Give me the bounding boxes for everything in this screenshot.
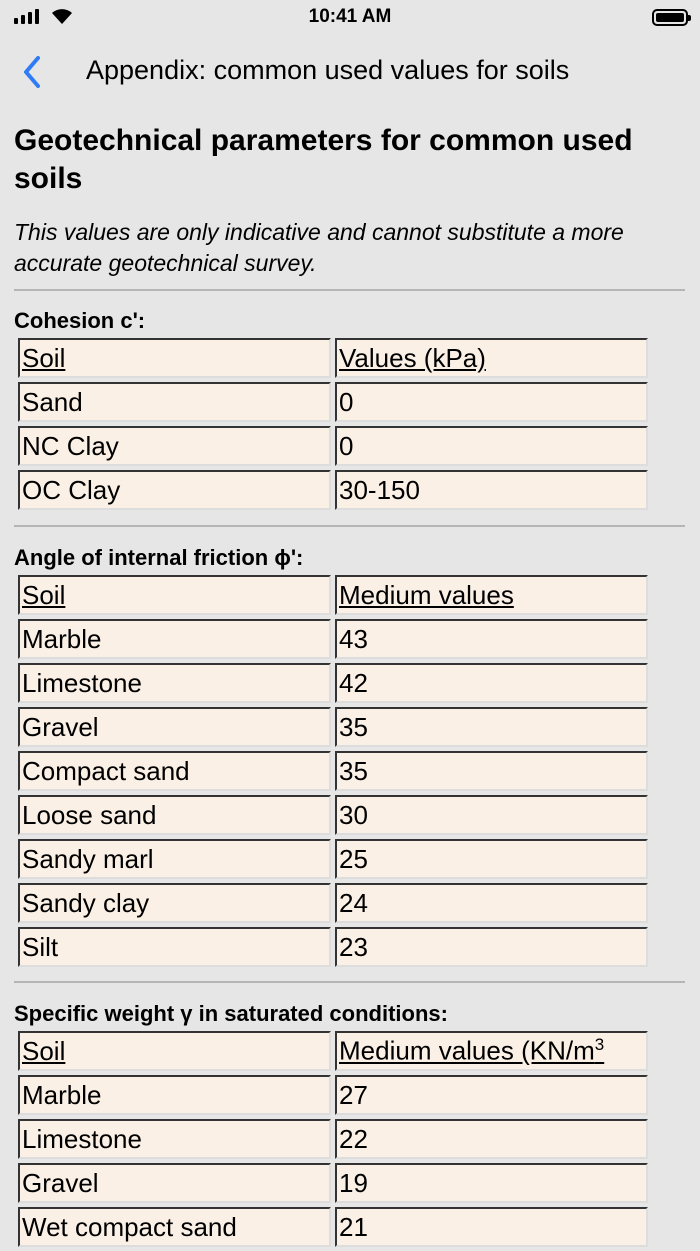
column-header: Values (kPa)	[335, 338, 648, 378]
table-row: Marble 43	[18, 619, 648, 659]
section-heading-friction: Angle of internal friction ϕ':	[14, 545, 304, 570]
soil-cell: Limestone	[18, 663, 331, 703]
section-heading-cohesion: Cohesion c':	[14, 308, 146, 333]
column-header: Soil	[18, 575, 331, 615]
value-cell: 42	[335, 663, 648, 703]
soil-cell: Sandy marl	[18, 839, 331, 879]
value-cell: 22	[335, 1119, 648, 1159]
weight-table: Soil Medium values (KN/m3 Marble 27 Limest…	[14, 1027, 652, 1251]
soil-cell: Gravel	[18, 1163, 331, 1203]
table-row: Limestone 22	[18, 1119, 648, 1159]
value-cell: 35	[335, 707, 648, 747]
status-bar: 10:41 AM	[0, 0, 700, 36]
soil-cell: Limestone	[18, 1119, 331, 1159]
value-cell: 30	[335, 795, 648, 835]
value-cell: 23	[335, 927, 648, 967]
table-row: Compact sand 35	[18, 751, 648, 791]
signal-icon	[14, 8, 39, 24]
value-cell: 21	[335, 1207, 648, 1247]
soil-cell: OC Clay	[18, 470, 331, 510]
wifi-icon	[52, 9, 72, 24]
table-row: Silt 23	[18, 927, 648, 967]
status-time: 10:41 AM	[308, 6, 392, 27]
soil-cell: Compact sand	[18, 751, 331, 791]
table-row: Loose sand 30	[18, 795, 648, 835]
chevron-left-icon[interactable]	[18, 52, 48, 92]
soil-cell: Silt	[18, 927, 331, 967]
soil-cell: Gravel	[18, 707, 331, 747]
value-cell: 25	[335, 839, 648, 879]
value-cell: 35	[335, 751, 648, 791]
table-row: Wet compact sand 21	[18, 1207, 648, 1247]
soil-cell: Loose sand	[18, 795, 331, 835]
table-row: OC Clay 30-150	[18, 470, 648, 510]
table-row: Sandy marl 25	[18, 839, 648, 879]
disclaimer-note: This values are only indicative and cann…	[14, 219, 624, 276]
soil-cell: Wet compact sand	[18, 1207, 331, 1247]
soil-cell: Marble	[18, 1075, 331, 1115]
nav-title: Appendix: common used values for soils	[86, 55, 570, 85]
column-header: Medium values	[335, 575, 648, 615]
value-cell: 27	[335, 1075, 648, 1115]
battery-icon	[652, 9, 691, 26]
divider	[14, 525, 685, 527]
divider	[14, 981, 685, 983]
column-header: Soil	[18, 1031, 331, 1071]
column-header-text: Medium values (KN/m	[339, 1035, 595, 1066]
value-cell: 24	[335, 883, 648, 923]
soil-cell: Sand	[18, 382, 331, 422]
table-row: Sandy clay 24	[18, 883, 648, 923]
superscript: 3	[594, 1035, 605, 1055]
friction-table: Soil Medium values Marble 43 Limestone 42 G…	[14, 571, 652, 971]
table-row: Marble 27	[18, 1075, 648, 1115]
soil-cell: Marble	[18, 619, 331, 659]
table-row: NC Clay 0	[18, 426, 648, 466]
divider	[14, 289, 685, 291]
soil-cell: NC Clay	[18, 426, 331, 466]
value-cell: 19	[335, 1163, 648, 1203]
cohesion-table: Soil Values (kPa) Sand 0 NC Clay 0 OC Clay 3…	[14, 334, 652, 514]
column-header: Medium values (KN/m3	[335, 1031, 648, 1071]
column-header: Soil	[18, 338, 331, 378]
table-header-row: Soil Medium values (KN/m3	[18, 1031, 648, 1071]
value-cell: 30-150	[335, 470, 648, 510]
soil-cell: Sandy clay	[18, 883, 331, 923]
value-cell: 0	[335, 426, 648, 466]
table-row: Gravel 35	[18, 707, 648, 747]
page-title: Geotechnical parameters for common used …	[14, 124, 633, 195]
table-row: Limestone 42	[18, 663, 648, 703]
table-header-row: Soil Medium values	[18, 575, 648, 615]
table-row: Gravel 19	[18, 1163, 648, 1203]
value-cell: 43	[335, 619, 648, 659]
section-heading-weight: Specific weight γ in saturated condition…	[14, 1001, 448, 1026]
value-cell: 0	[335, 382, 648, 422]
table-header-row: Soil Values (kPa)	[18, 338, 648, 378]
table-row: Sand 0	[18, 382, 648, 422]
